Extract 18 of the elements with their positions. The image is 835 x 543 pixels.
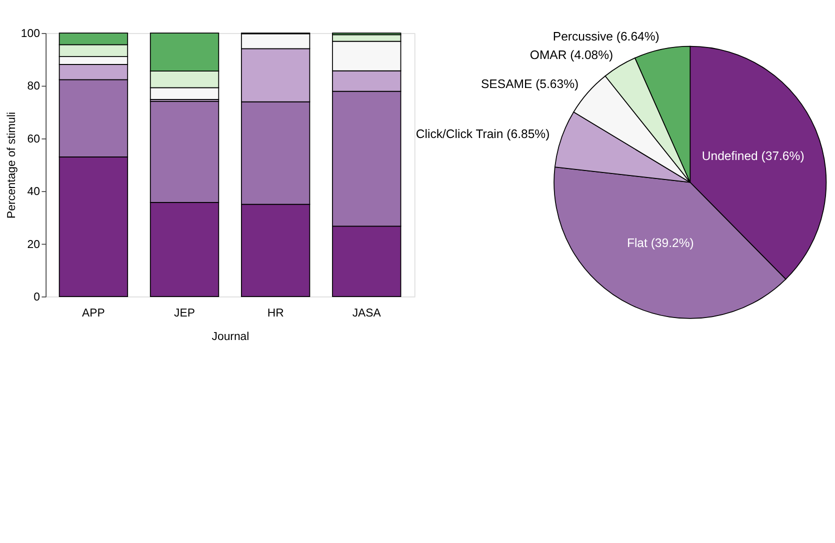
slice-label: Undefined (37.6%) (702, 149, 804, 164)
slice-label: Click/Click Train (6.85%) (416, 127, 550, 142)
x-axis-title: Journal (212, 330, 250, 343)
y-tick-label: 40 (27, 186, 40, 198)
y-axis-title: Percentage of stimuli (6, 112, 18, 218)
slice-label: Percussive (6.64%) (552, 30, 660, 44)
slice-label: Flat (39.2%) (626, 236, 694, 250)
y-tick-label: 60 (27, 133, 40, 146)
y-tick-label: 0 (34, 291, 40, 304)
y-tick-label: 20 (27, 238, 40, 251)
y-tick-label: 100 (20, 28, 40, 40)
x-tick-label: JEP (174, 307, 195, 320)
slice-label: OMAR (4.08%) (530, 48, 614, 62)
x-tick-label: HR (267, 307, 284, 320)
x-tick-label: APP (82, 307, 105, 320)
x-tick-label: JASA (352, 307, 382, 320)
y-tick-label: 80 (27, 80, 40, 93)
slice-label: SESAME (5.63%) (480, 76, 579, 91)
